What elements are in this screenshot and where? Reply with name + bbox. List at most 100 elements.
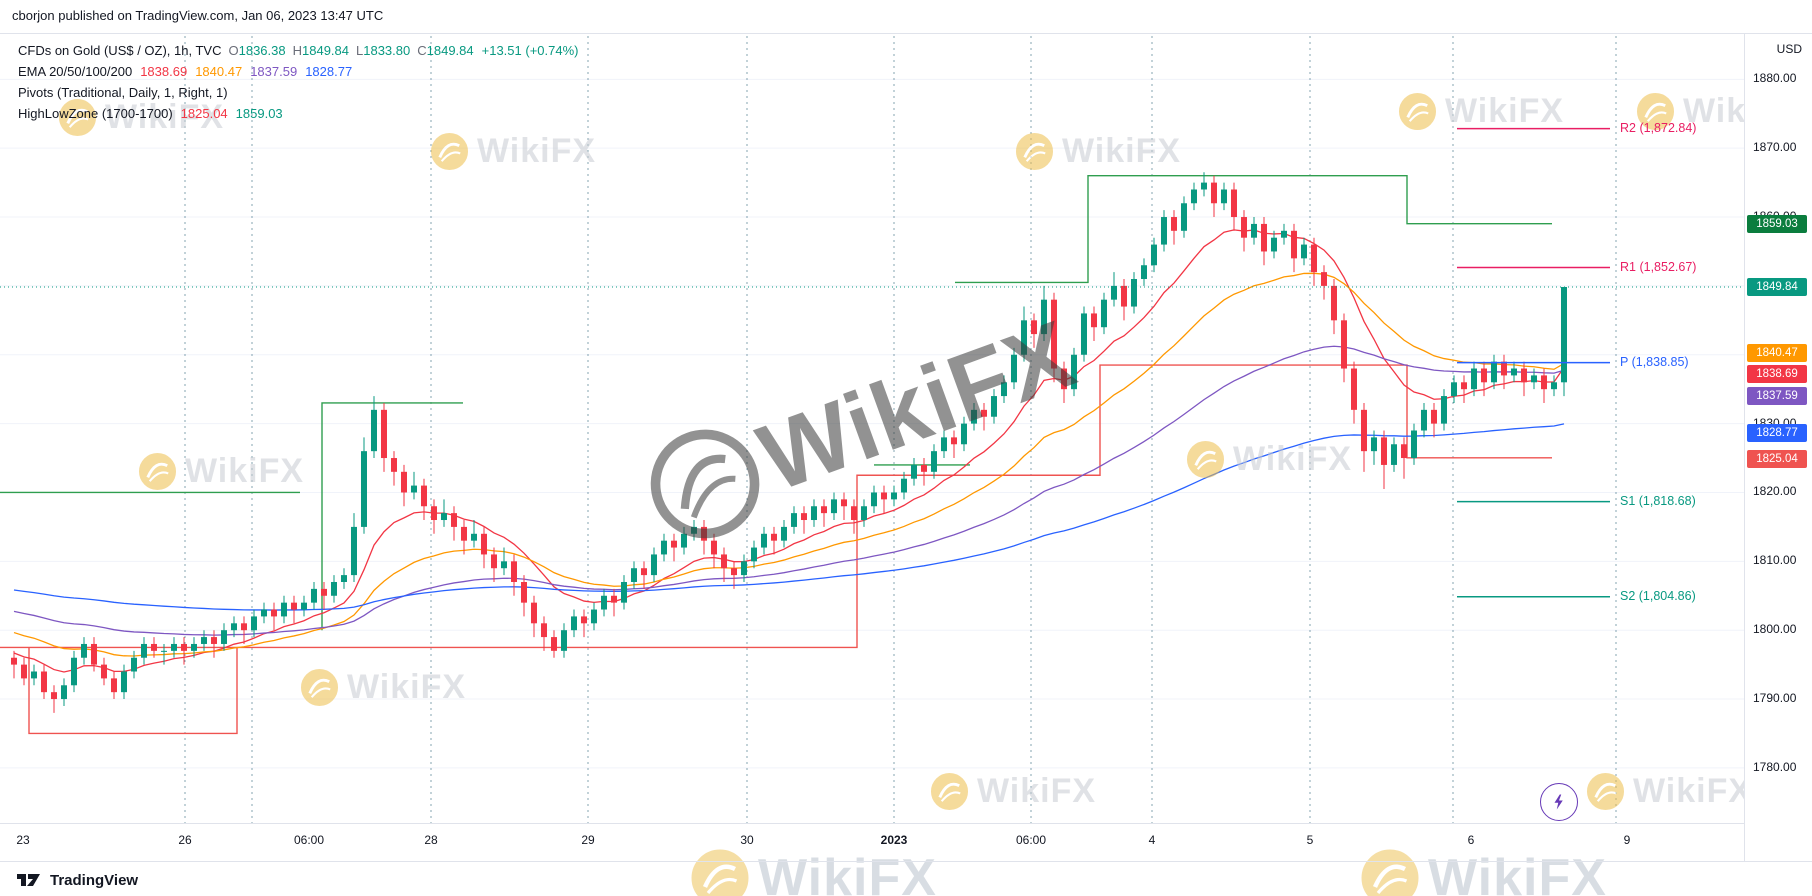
- candle-down: [1541, 375, 1547, 390]
- time-label: 06:00: [293, 833, 325, 847]
- candle-down: [451, 513, 457, 527]
- candle-up: [1041, 299, 1047, 335]
- candle-down: [111, 678, 117, 693]
- candle-down: [51, 692, 57, 700]
- candle-down: [711, 540, 717, 555]
- quick-action-button[interactable]: [1540, 783, 1578, 821]
- price-tick: 1800.00: [1753, 622, 1797, 637]
- candle-up: [971, 409, 977, 424]
- candle-up: [251, 616, 257, 631]
- hlz-low-value: 1825.04: [180, 106, 228, 121]
- candle-down: [481, 533, 487, 555]
- price-tick: 1880.00: [1753, 71, 1797, 86]
- lightning-icon: [1554, 794, 1563, 810]
- candle-up: [1141, 265, 1147, 280]
- tradingview-brand-link[interactable]: TradingView: [16, 869, 138, 891]
- candle-down: [1341, 320, 1347, 369]
- candle-down: [701, 526, 707, 541]
- candle-up: [1161, 217, 1167, 245]
- candle-down: [241, 623, 247, 631]
- candle-up: [1441, 396, 1447, 424]
- high-value: 1849.84: [302, 43, 349, 58]
- candle-up: [61, 685, 67, 700]
- time-label: 06:00: [1015, 833, 1047, 847]
- candle-up: [691, 526, 697, 534]
- candle-up: [871, 492, 877, 507]
- candle-down: [491, 554, 497, 569]
- candle-up: [781, 526, 787, 541]
- candle-up: [1071, 354, 1077, 390]
- candle-down: [211, 637, 217, 644]
- candle-up: [201, 637, 207, 644]
- candle-up: [1421, 409, 1427, 431]
- candle-up: [1491, 361, 1497, 383]
- candle-down: [1291, 230, 1297, 259]
- candle-down: [101, 664, 107, 679]
- candle-down: [1231, 189, 1237, 218]
- candle-up: [501, 561, 507, 569]
- candle-up: [81, 643, 87, 658]
- candle-down: [1311, 244, 1317, 273]
- candle-down: [671, 540, 677, 548]
- time-label: 23: [16, 833, 30, 847]
- candle-down: [1351, 368, 1357, 410]
- candle-down: [421, 485, 427, 507]
- candle-up: [761, 533, 767, 548]
- candle-up: [191, 643, 197, 651]
- highlowzone-line: [28, 647, 238, 735]
- candle-down: [1381, 437, 1387, 465]
- candle-up: [931, 451, 937, 472]
- candle-down: [801, 513, 807, 521]
- candle-down: [981, 409, 987, 417]
- ema-20-line: [13, 229, 1565, 673]
- publish-info-line: cborjon published on TradingView.com, Ja…: [12, 8, 384, 23]
- hlz-indicator-label: HighLowZone (1700-1700): [18, 106, 173, 121]
- candle-up: [121, 671, 127, 693]
- time-axis[interactable]: 23 26 06:00 28 29 30 2023 06:00 4 5 6 9: [0, 823, 1745, 862]
- candle-up: [1021, 320, 1027, 355]
- time-label: 29: [581, 833, 595, 847]
- legend-highlowzone-row[interactable]: HighLowZone (1700-1700) 1825.04 1859.03: [18, 103, 578, 124]
- open-value: 1836.38: [238, 43, 286, 58]
- price-badge: 1840.47: [1747, 344, 1807, 362]
- candle-down: [1431, 409, 1437, 424]
- candle-up: [1011, 354, 1017, 383]
- legend-pivots-row[interactable]: Pivots (Traditional, Daily, 1, Right, 1): [18, 82, 578, 103]
- candle-up: [331, 581, 337, 596]
- candle-down: [1261, 223, 1267, 252]
- candle-down: [821, 506, 827, 514]
- candle-up: [791, 513, 797, 527]
- legend-symbol-row[interactable]: CFDs on Gold (US$ / OZ), 1h, TVC O1836.38…: [18, 40, 578, 61]
- legend-ema-row[interactable]: EMA 20/50/100/200 1838.69 1840.47 1837.59 18…: [18, 61, 578, 82]
- candle-up: [171, 643, 177, 651]
- candle-up: [751, 547, 757, 562]
- highlowzone-line: [321, 402, 463, 631]
- candle-down: [1241, 217, 1247, 238]
- candle-up: [1451, 382, 1457, 397]
- candle-up: [161, 650, 167, 652]
- candle-down: [391, 458, 397, 472]
- candle-down: [1321, 272, 1327, 286]
- high-label: H: [292, 43, 302, 58]
- candle-up: [1151, 244, 1157, 266]
- candle-up: [341, 575, 347, 582]
- chart-legend: CFDs on Gold (US$ / OZ), 1h, TVC O1836.38…: [18, 40, 578, 124]
- candle-up: [1081, 313, 1087, 355]
- price-tick: 1820.00: [1753, 484, 1797, 499]
- price-badge: 1859.03: [1747, 215, 1807, 233]
- candle-down: [641, 568, 647, 576]
- candle-up: [1391, 444, 1397, 465]
- candle-down: [551, 637, 557, 651]
- candle-up: [311, 588, 317, 603]
- candle-down: [851, 506, 857, 521]
- price-axis[interactable]: USD 1880.001870.001860.001850.001840.001…: [1744, 34, 1812, 861]
- candle-up: [661, 540, 667, 555]
- time-label: 26: [178, 833, 192, 847]
- candle-up: [681, 533, 687, 548]
- candle-up: [601, 595, 607, 610]
- candle-down: [21, 664, 27, 679]
- candle-down: [1061, 368, 1067, 390]
- candle-up: [1201, 182, 1207, 190]
- candle-down: [1361, 409, 1367, 452]
